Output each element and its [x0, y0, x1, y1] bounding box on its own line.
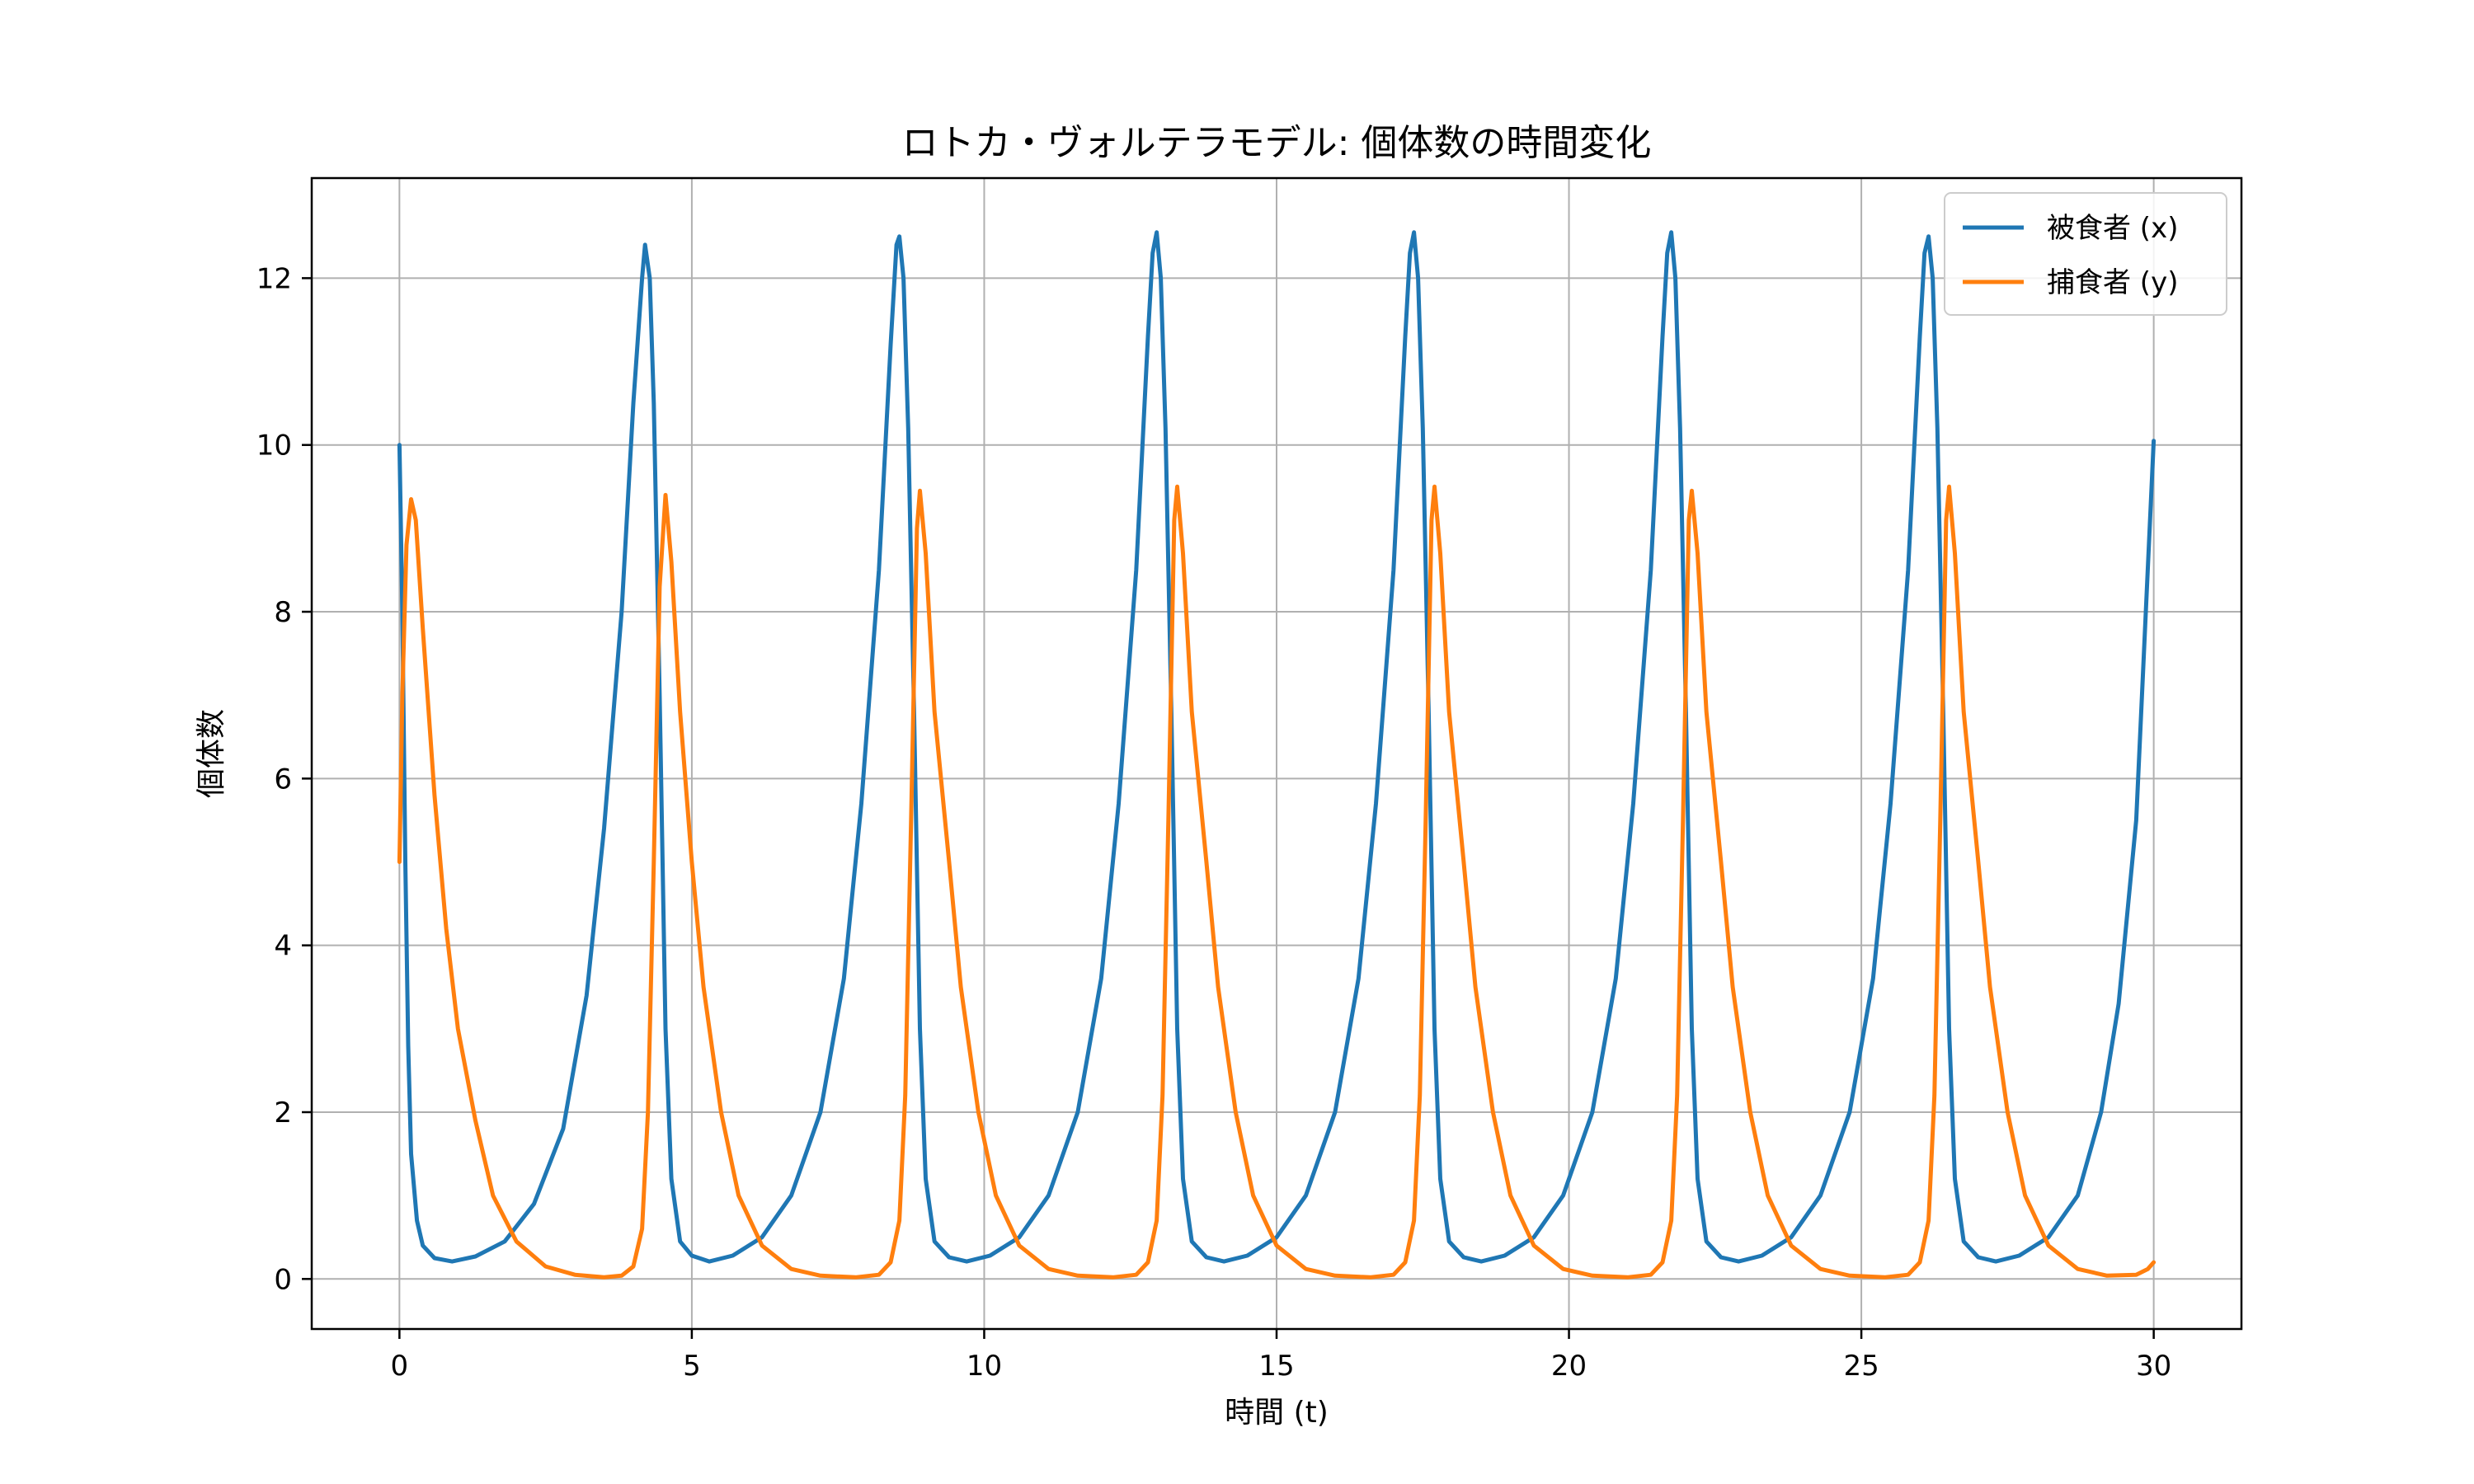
- series-line-1: [397, 484, 2157, 1280]
- series-layer: [397, 230, 2157, 1280]
- y-tick-label-3: 6: [274, 763, 292, 796]
- y-tick-label-6: 12: [256, 262, 292, 295]
- legend-label-0: 被食者 (x): [2047, 212, 2178, 245]
- grid: [312, 178, 2241, 1329]
- y-axis-label: 個体数: [195, 709, 228, 798]
- x-axis-ticks: 0 5 10 15 20 25 30: [391, 1329, 2171, 1383]
- legend-box: [1944, 192, 2227, 316]
- series-line-0: [397, 230, 2157, 1264]
- x-tick-label-2: 10: [967, 1350, 1002, 1383]
- y-tick-label-5: 10: [256, 430, 292, 463]
- y-axis-ticks: 0 2 4 6 8 10 12: [256, 262, 312, 1296]
- x-tick-label-0: 0: [391, 1350, 409, 1383]
- x-tick-label-1: 5: [683, 1350, 701, 1383]
- x-tick-label-6: 30: [2136, 1350, 2171, 1383]
- y-tick-label-0: 0: [274, 1263, 292, 1296]
- legend: 被食者 (x) 捕食者 (y): [1944, 192, 2227, 316]
- x-tick-label-3: 15: [1258, 1350, 1294, 1383]
- x-tick-label-5: 25: [1843, 1350, 1879, 1383]
- y-tick-label-2: 4: [274, 930, 292, 963]
- y-tick-label-1: 2: [274, 1097, 292, 1129]
- chart-title: ロトカ・ヴォルテラモデル: 個体数の時間変化: [902, 122, 1652, 164]
- legend-label-1: 捕食者 (y): [2047, 266, 2178, 299]
- y-tick-label-4: 8: [274, 596, 292, 629]
- x-axis-label: 時間 (t): [1225, 1396, 1329, 1430]
- x-tick-label-4: 20: [1551, 1350, 1587, 1383]
